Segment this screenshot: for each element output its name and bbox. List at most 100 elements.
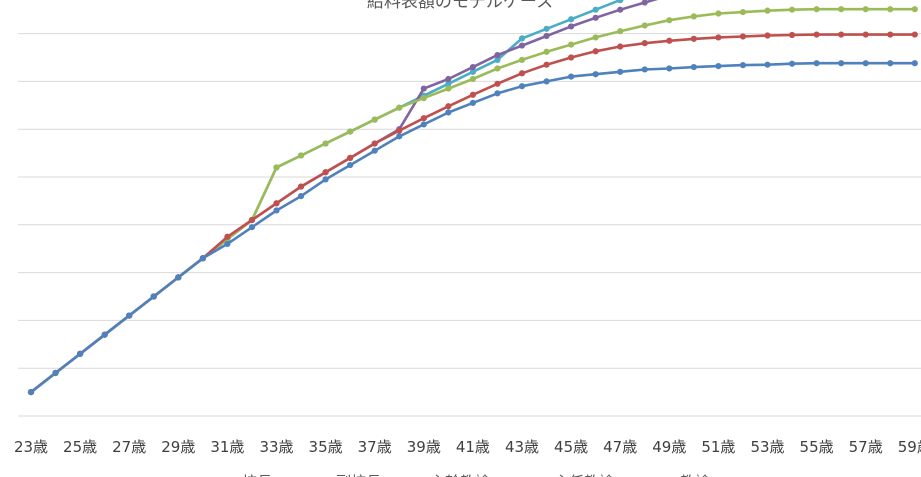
data-point: [592, 6, 599, 13]
legend-label: 校長: [242, 473, 272, 477]
data-point: [445, 103, 452, 110]
data-point: [641, 40, 648, 47]
series-line: [30, 0, 625, 394]
data-point: [862, 60, 869, 67]
series-line: [30, 61, 915, 394]
data-point: [887, 60, 894, 67]
x-tick-label: 33歳: [259, 438, 293, 456]
data-point: [617, 0, 624, 4]
data-point: [862, 6, 869, 13]
data-point: [911, 31, 918, 38]
data-point: [494, 90, 501, 97]
data-point: [273, 164, 280, 171]
data-point: [322, 140, 329, 147]
data-point: [788, 60, 796, 67]
data-point: [322, 169, 329, 176]
data-point: [739, 62, 747, 69]
data-point: [126, 312, 133, 319]
data-point: [715, 10, 722, 17]
data-point: [739, 33, 747, 40]
x-tick-label: 47歳: [603, 438, 637, 456]
legend-label: 副校長: [336, 473, 381, 477]
data-point: [617, 28, 624, 35]
data-point: [445, 80, 452, 87]
data-point: [52, 369, 59, 377]
data-point: [788, 6, 796, 13]
data-point: [396, 104, 403, 111]
legend-label: 主幹教諭: [430, 473, 490, 477]
x-tick-label: 57歳: [849, 438, 883, 456]
gridlines: [18, 33, 921, 417]
data-point: [445, 109, 452, 116]
data-point: [273, 207, 280, 214]
data-point: [543, 78, 550, 85]
x-tick-label: 55歳: [800, 438, 834, 456]
data-point: [224, 233, 231, 240]
data-point: [494, 56, 501, 63]
data-point: [690, 13, 697, 20]
data-point: [445, 85, 452, 92]
data-point: [396, 133, 403, 140]
x-tick-label: 37歳: [358, 438, 392, 456]
data-point: [371, 116, 378, 123]
data-point: [543, 61, 550, 68]
legend-label: 主任教諭: [554, 473, 614, 477]
x-tick-label: 41歳: [456, 438, 490, 456]
series-line: [30, 0, 659, 394]
data-point: [543, 48, 550, 55]
data-point: [273, 200, 280, 207]
data-point: [764, 32, 771, 39]
data-point: [592, 71, 599, 78]
data-point: [101, 331, 108, 338]
data-point: [911, 60, 918, 67]
x-tick-label: 43歳: [505, 438, 539, 456]
chart-title: 給料表額のモデルケース: [367, 0, 553, 12]
data-point: [150, 293, 157, 300]
x-tick-label: 39歳: [407, 438, 441, 456]
data-point: [641, 0, 648, 6]
data-point: [543, 32, 550, 40]
data-point: [690, 63, 697, 71]
data-point: [347, 154, 354, 161]
data-point: [518, 56, 526, 63]
data-point: [469, 99, 476, 107]
data-point: [838, 60, 845, 67]
data-point: [175, 274, 182, 281]
x-tick-label: 45歳: [554, 438, 588, 456]
data-point: [838, 6, 845, 13]
x-tick-label: 51歳: [701, 438, 735, 456]
data-point: [420, 95, 427, 102]
data-point: [297, 183, 305, 190]
data-point: [518, 42, 526, 49]
data-point: [494, 52, 501, 59]
data-point: [838, 31, 845, 38]
data-point: [199, 255, 206, 262]
data-point: [641, 22, 648, 29]
data-point: [494, 65, 501, 72]
data-point: [666, 37, 673, 44]
data-point: [617, 68, 624, 75]
data-point: [469, 68, 476, 75]
data-point: [420, 121, 427, 128]
data-point: [77, 350, 84, 357]
data-point: [568, 41, 575, 48]
x-axis-tick-labels: 23歳 25歳 27歳 29歳 31歳 33歳 35歳 37歳 39歳 41歳 43歳 45歳 47歳 4…: [14, 438, 921, 456]
data-point: [592, 14, 599, 21]
data-point: [518, 35, 526, 42]
data-point: [764, 7, 771, 14]
data-point: [813, 31, 820, 38]
data-point: [445, 75, 452, 83]
data-point: [592, 34, 599, 41]
data-point: [887, 6, 894, 13]
series-line: [30, 33, 915, 394]
data-point: [617, 6, 624, 13]
data-point: [887, 31, 894, 38]
data-point: [371, 140, 378, 147]
x-tick-label: 25歳: [63, 438, 97, 456]
x-tick-label: 59歳: [898, 438, 921, 456]
data-point: [248, 224, 256, 231]
data-point: [494, 80, 501, 87]
data-point: [764, 61, 771, 68]
data-point: [788, 31, 796, 39]
data-point: [322, 176, 329, 183]
